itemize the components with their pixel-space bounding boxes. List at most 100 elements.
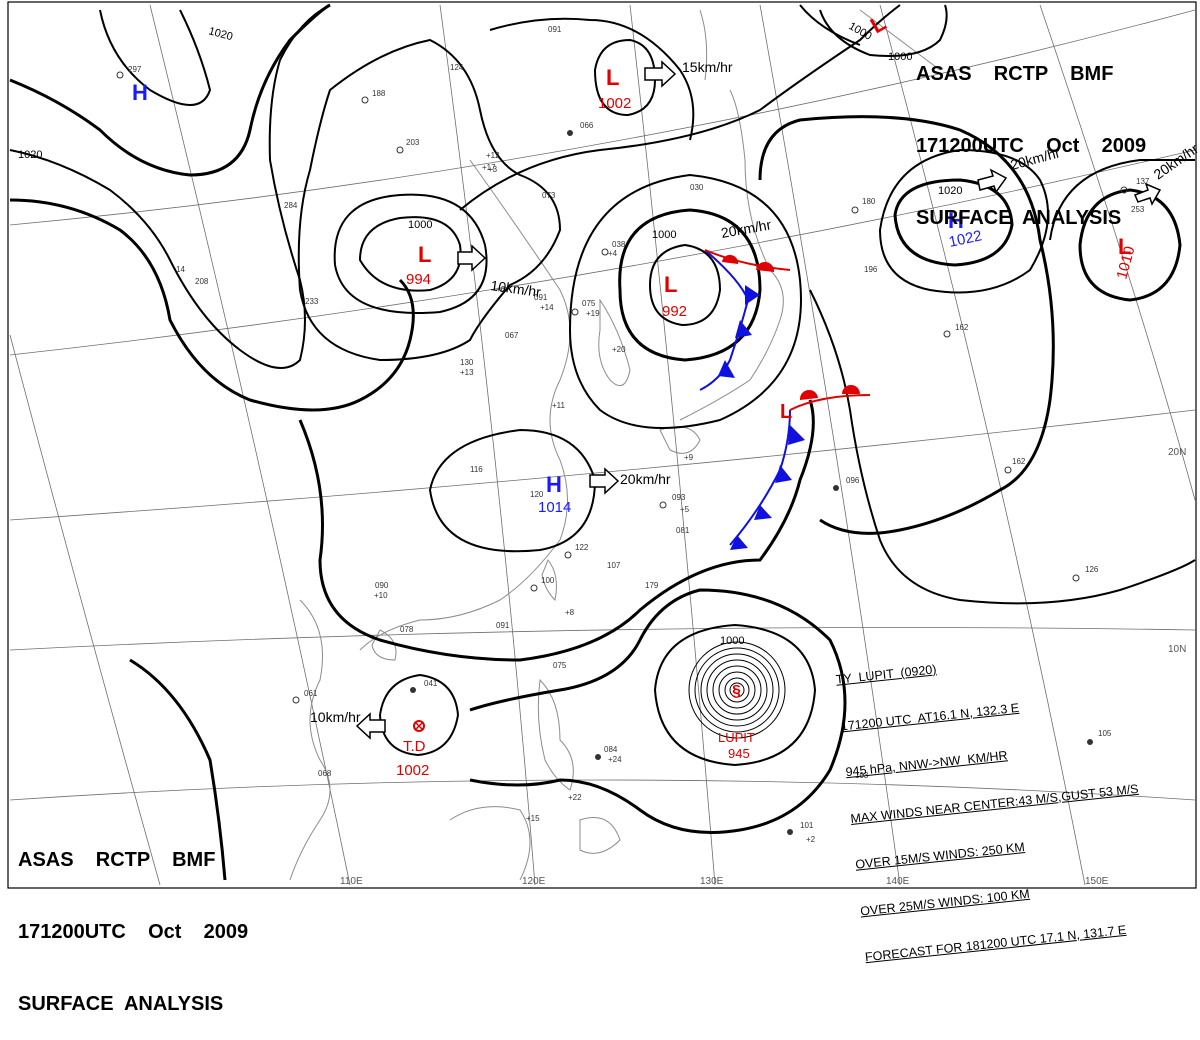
station-value: +10 bbox=[374, 591, 388, 600]
warm-front-semicircle bbox=[799, 389, 818, 400]
td-label: T.D bbox=[403, 738, 426, 755]
station-value: +14 bbox=[540, 303, 554, 312]
typhoon-info-line: MAX WINDS NEAR CENTER:43 M/S,GUST 53 M/S bbox=[849, 781, 1140, 826]
high-1022-value: 1022 bbox=[947, 227, 983, 251]
station-value: 078 bbox=[400, 625, 414, 634]
station-value: 297 bbox=[128, 65, 142, 74]
isobar-low992-2 bbox=[618, 208, 762, 362]
station-plots: 297 188 203 124 091 066 073 030 038 075 … bbox=[116, 25, 1150, 844]
station-value: +3 bbox=[488, 165, 498, 174]
station-value: 030 bbox=[690, 183, 704, 192]
station-value: 091 bbox=[496, 621, 510, 630]
low-front-letter: L bbox=[780, 401, 792, 423]
station-value: +20 bbox=[612, 345, 626, 354]
station-value: 041 bbox=[424, 679, 438, 688]
station-value: 093 bbox=[672, 493, 686, 502]
typhoon-ring bbox=[688, 641, 786, 739]
station-value: 188 bbox=[372, 89, 386, 98]
arrow-icon bbox=[589, 467, 620, 495]
high-1014-value: 1014 bbox=[538, 499, 571, 516]
isobar-label: 1020 bbox=[938, 185, 962, 197]
station-value: +12 bbox=[486, 151, 500, 160]
header-top-line3: SURFACE ANALYSIS bbox=[916, 207, 1122, 229]
warm-front-semicircle bbox=[722, 254, 739, 264]
station-value: 073 bbox=[542, 191, 556, 200]
station-value: 101 bbox=[800, 821, 814, 830]
parallel-10n bbox=[9, 627, 1196, 651]
typhoon-ring bbox=[724, 677, 750, 703]
station-value: +13 bbox=[460, 368, 474, 377]
cold-front-triangle bbox=[788, 425, 805, 445]
isobar-low1010-1 bbox=[1078, 188, 1182, 302]
station-value: 090 bbox=[375, 581, 389, 590]
high-1022-letter: H bbox=[948, 208, 964, 233]
high-1014-letter: H bbox=[546, 472, 562, 497]
coast-hainan bbox=[371, 629, 397, 661]
isobar-low992-1 bbox=[648, 243, 722, 327]
cold-front-triangle bbox=[775, 465, 792, 483]
station-value: +4 bbox=[608, 249, 618, 258]
station-value: 100 bbox=[541, 576, 555, 585]
coast-china-east bbox=[359, 159, 571, 651]
isobar-label: 1020 bbox=[18, 149, 42, 161]
station-circle bbox=[851, 206, 859, 214]
station-circle bbox=[1072, 574, 1080, 582]
station-value: 130 bbox=[460, 358, 474, 367]
station-value: 208 bbox=[195, 277, 209, 286]
coast-korea bbox=[598, 298, 631, 387]
arrow-icon bbox=[1134, 182, 1162, 206]
station-value: +19 bbox=[586, 309, 600, 318]
cold-front-triangle bbox=[730, 535, 748, 550]
station-circle bbox=[292, 696, 300, 704]
typhoon-info-line: 171200 UTC AT16.1 N, 132.3 E bbox=[840, 700, 1020, 733]
isobar-top-right-1000 bbox=[799, 4, 861, 46]
lon-label-110e: 110E bbox=[340, 876, 363, 887]
station-value: 091 bbox=[548, 25, 562, 34]
typhoon-info-block: TY LUPIT (0920) 171200 UTC AT16.1 N, 132… bbox=[832, 612, 1155, 981]
isobar-low994-1 bbox=[358, 216, 462, 292]
station-value: 162 bbox=[955, 323, 969, 332]
coast-kyushu bbox=[659, 426, 701, 454]
header-top-line1: ASAS RCTP BMF bbox=[916, 63, 1114, 85]
isobar-low994-3 bbox=[297, 38, 562, 362]
lon-label-120e: 120E bbox=[522, 876, 546, 887]
movement-speed: 10km/hr bbox=[490, 277, 543, 300]
cold-front-triangle bbox=[754, 505, 772, 520]
meridian-130e bbox=[629, 4, 716, 886]
station-value: 14 bbox=[176, 265, 185, 274]
arrow-icon bbox=[977, 168, 1008, 194]
parallel-0 bbox=[9, 779, 1196, 801]
station-circle bbox=[567, 130, 573, 136]
station-value: 105 bbox=[1098, 729, 1112, 738]
isobar-west-loop bbox=[9, 4, 331, 369]
station-value: 061 bbox=[304, 689, 318, 698]
isobar-south-loop bbox=[469, 588, 847, 834]
isobar-central-thick bbox=[298, 399, 815, 662]
typhoon-ring bbox=[729, 682, 745, 698]
station-value: +22 bbox=[568, 793, 582, 802]
meridian-140e bbox=[759, 4, 901, 886]
typhoon-info-line: 945 hPa, NNW->NW KM/HR bbox=[844, 748, 1009, 780]
station-value: 126 bbox=[1085, 565, 1099, 574]
typhoon-ring bbox=[700, 653, 774, 727]
station-value: 091 bbox=[534, 293, 548, 302]
typhoon-rings bbox=[688, 641, 786, 739]
movement-speed: 10km/hr bbox=[310, 709, 361, 725]
warm-front-semicircle bbox=[842, 385, 860, 394]
station-value: 180 bbox=[862, 197, 876, 206]
station-circle bbox=[659, 501, 667, 509]
station-value: 196 bbox=[864, 265, 878, 274]
movement-speed: 20km/hr bbox=[1151, 140, 1200, 182]
isobar-label: 1000 bbox=[408, 219, 432, 231]
typhoon-symbol-icon: § bbox=[732, 683, 741, 700]
meridian-100e bbox=[9, 334, 161, 886]
meridian-110e bbox=[149, 4, 351, 886]
station-value: 284 bbox=[284, 201, 298, 210]
station-value: 120 bbox=[530, 490, 544, 499]
map-frame bbox=[7, 1, 1197, 889]
header-bottom-line3: SURFACE ANALYSIS bbox=[18, 993, 224, 1015]
isobar-label: 1000 bbox=[888, 51, 912, 63]
isobar-west-thick bbox=[9, 198, 415, 412]
station-value: 066 bbox=[580, 121, 594, 130]
isobar-east-1020 bbox=[878, 148, 1049, 294]
